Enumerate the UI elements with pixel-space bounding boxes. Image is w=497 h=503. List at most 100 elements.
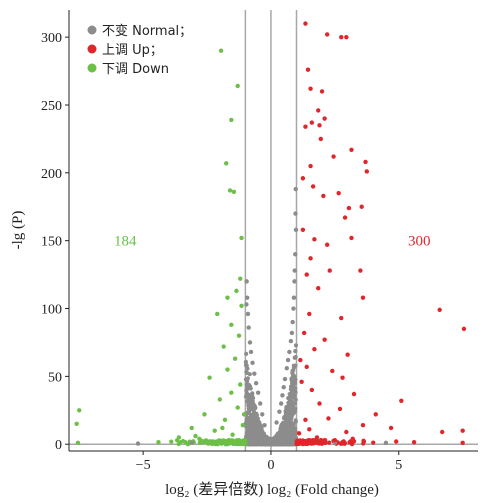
point-up	[316, 285, 321, 291]
point-up	[359, 204, 364, 209]
point-normal	[247, 407, 253, 412]
point-normal	[253, 438, 259, 443]
point-down	[207, 375, 212, 380]
x-tick-label: −5	[136, 458, 151, 473]
point-up	[460, 440, 465, 446]
point-normal	[257, 420, 262, 425]
point-up	[360, 423, 366, 428]
point-normal	[284, 438, 289, 443]
point-normal	[293, 418, 298, 423]
point-up	[361, 441, 366, 446]
point-normal	[258, 401, 263, 406]
point-normal	[262, 423, 267, 428]
point-normal	[245, 420, 251, 425]
point-up	[321, 193, 326, 199]
point-down	[218, 438, 223, 443]
point-up	[342, 215, 348, 220]
point-normal	[260, 412, 265, 417]
point-down	[229, 117, 234, 123]
point-down	[230, 432, 235, 437]
point-down	[217, 397, 223, 402]
point-normal	[249, 399, 255, 404]
legend-label: 下调 Down	[102, 62, 169, 77]
point-down	[227, 188, 233, 193]
point-normal	[250, 420, 255, 426]
point-up	[298, 357, 303, 363]
point-down	[219, 441, 224, 446]
point-up	[309, 387, 315, 393]
point-normal	[248, 349, 254, 355]
point-normal	[248, 435, 253, 440]
point-normal	[274, 442, 280, 447]
point-normal	[293, 227, 299, 233]
point-down	[220, 425, 225, 431]
point-normal	[281, 385, 286, 390]
point-up	[371, 440, 376, 445]
point-normal	[250, 391, 255, 396]
legend-marker	[87, 63, 97, 73]
point-down	[176, 435, 182, 440]
point-normal	[247, 372, 252, 377]
y-tick-label: 250	[41, 99, 62, 114]
legend: 不变 Normal； 上调 Up； 下调 Down	[87, 23, 192, 77]
point-up	[303, 124, 308, 129]
point-normal	[274, 420, 279, 425]
point-normal	[250, 395, 256, 401]
point-normal	[290, 319, 295, 325]
x-tick-label: 0	[267, 458, 274, 473]
point-down	[74, 421, 79, 427]
point-down	[235, 405, 240, 410]
point-normal	[135, 441, 141, 446]
point-normal	[245, 415, 250, 420]
point-up	[330, 368, 335, 374]
point-normal	[248, 431, 253, 437]
point-up	[305, 67, 311, 72]
point-normal	[291, 410, 296, 415]
point-down	[221, 344, 226, 349]
point-normal	[244, 386, 249, 391]
point-normal	[292, 279, 297, 284]
point-up	[437, 307, 442, 313]
point-normal	[250, 405, 256, 410]
point-down	[215, 311, 220, 317]
point-normal	[285, 434, 290, 439]
point-down	[222, 417, 228, 422]
point-up	[322, 116, 327, 121]
point-normal	[189, 440, 194, 446]
y-tick-label: 300	[41, 31, 62, 46]
point-up	[312, 347, 317, 352]
point-normal	[267, 440, 272, 445]
point-normal	[245, 311, 251, 317]
point-normal	[284, 366, 289, 371]
point-down	[77, 408, 82, 413]
point-down	[231, 189, 237, 195]
point-down	[239, 303, 244, 309]
point-up	[394, 439, 399, 444]
point-up	[300, 176, 306, 181]
point-down	[229, 390, 234, 395]
point-up	[305, 441, 310, 447]
point-up	[340, 375, 345, 380]
data-points	[74, 21, 467, 447]
point-normal	[246, 400, 251, 405]
point-normal	[244, 370, 249, 375]
point-up	[308, 163, 313, 169]
point-up	[339, 34, 344, 40]
point-up	[299, 379, 304, 384]
point-normal	[247, 340, 253, 345]
point-normal	[247, 395, 253, 401]
point-up	[342, 440, 348, 446]
point-up	[346, 205, 352, 211]
point-normal	[288, 421, 293, 426]
point-up	[349, 235, 354, 241]
point-up	[358, 268, 363, 273]
legend-label: 不变 Normal；	[102, 23, 192, 39]
point-normal	[244, 279, 249, 284]
point-down	[236, 437, 242, 443]
point-down	[214, 439, 219, 444]
point-up	[319, 89, 325, 94]
point-up	[322, 337, 327, 342]
point-up	[344, 34, 349, 40]
point-down	[225, 367, 230, 372]
